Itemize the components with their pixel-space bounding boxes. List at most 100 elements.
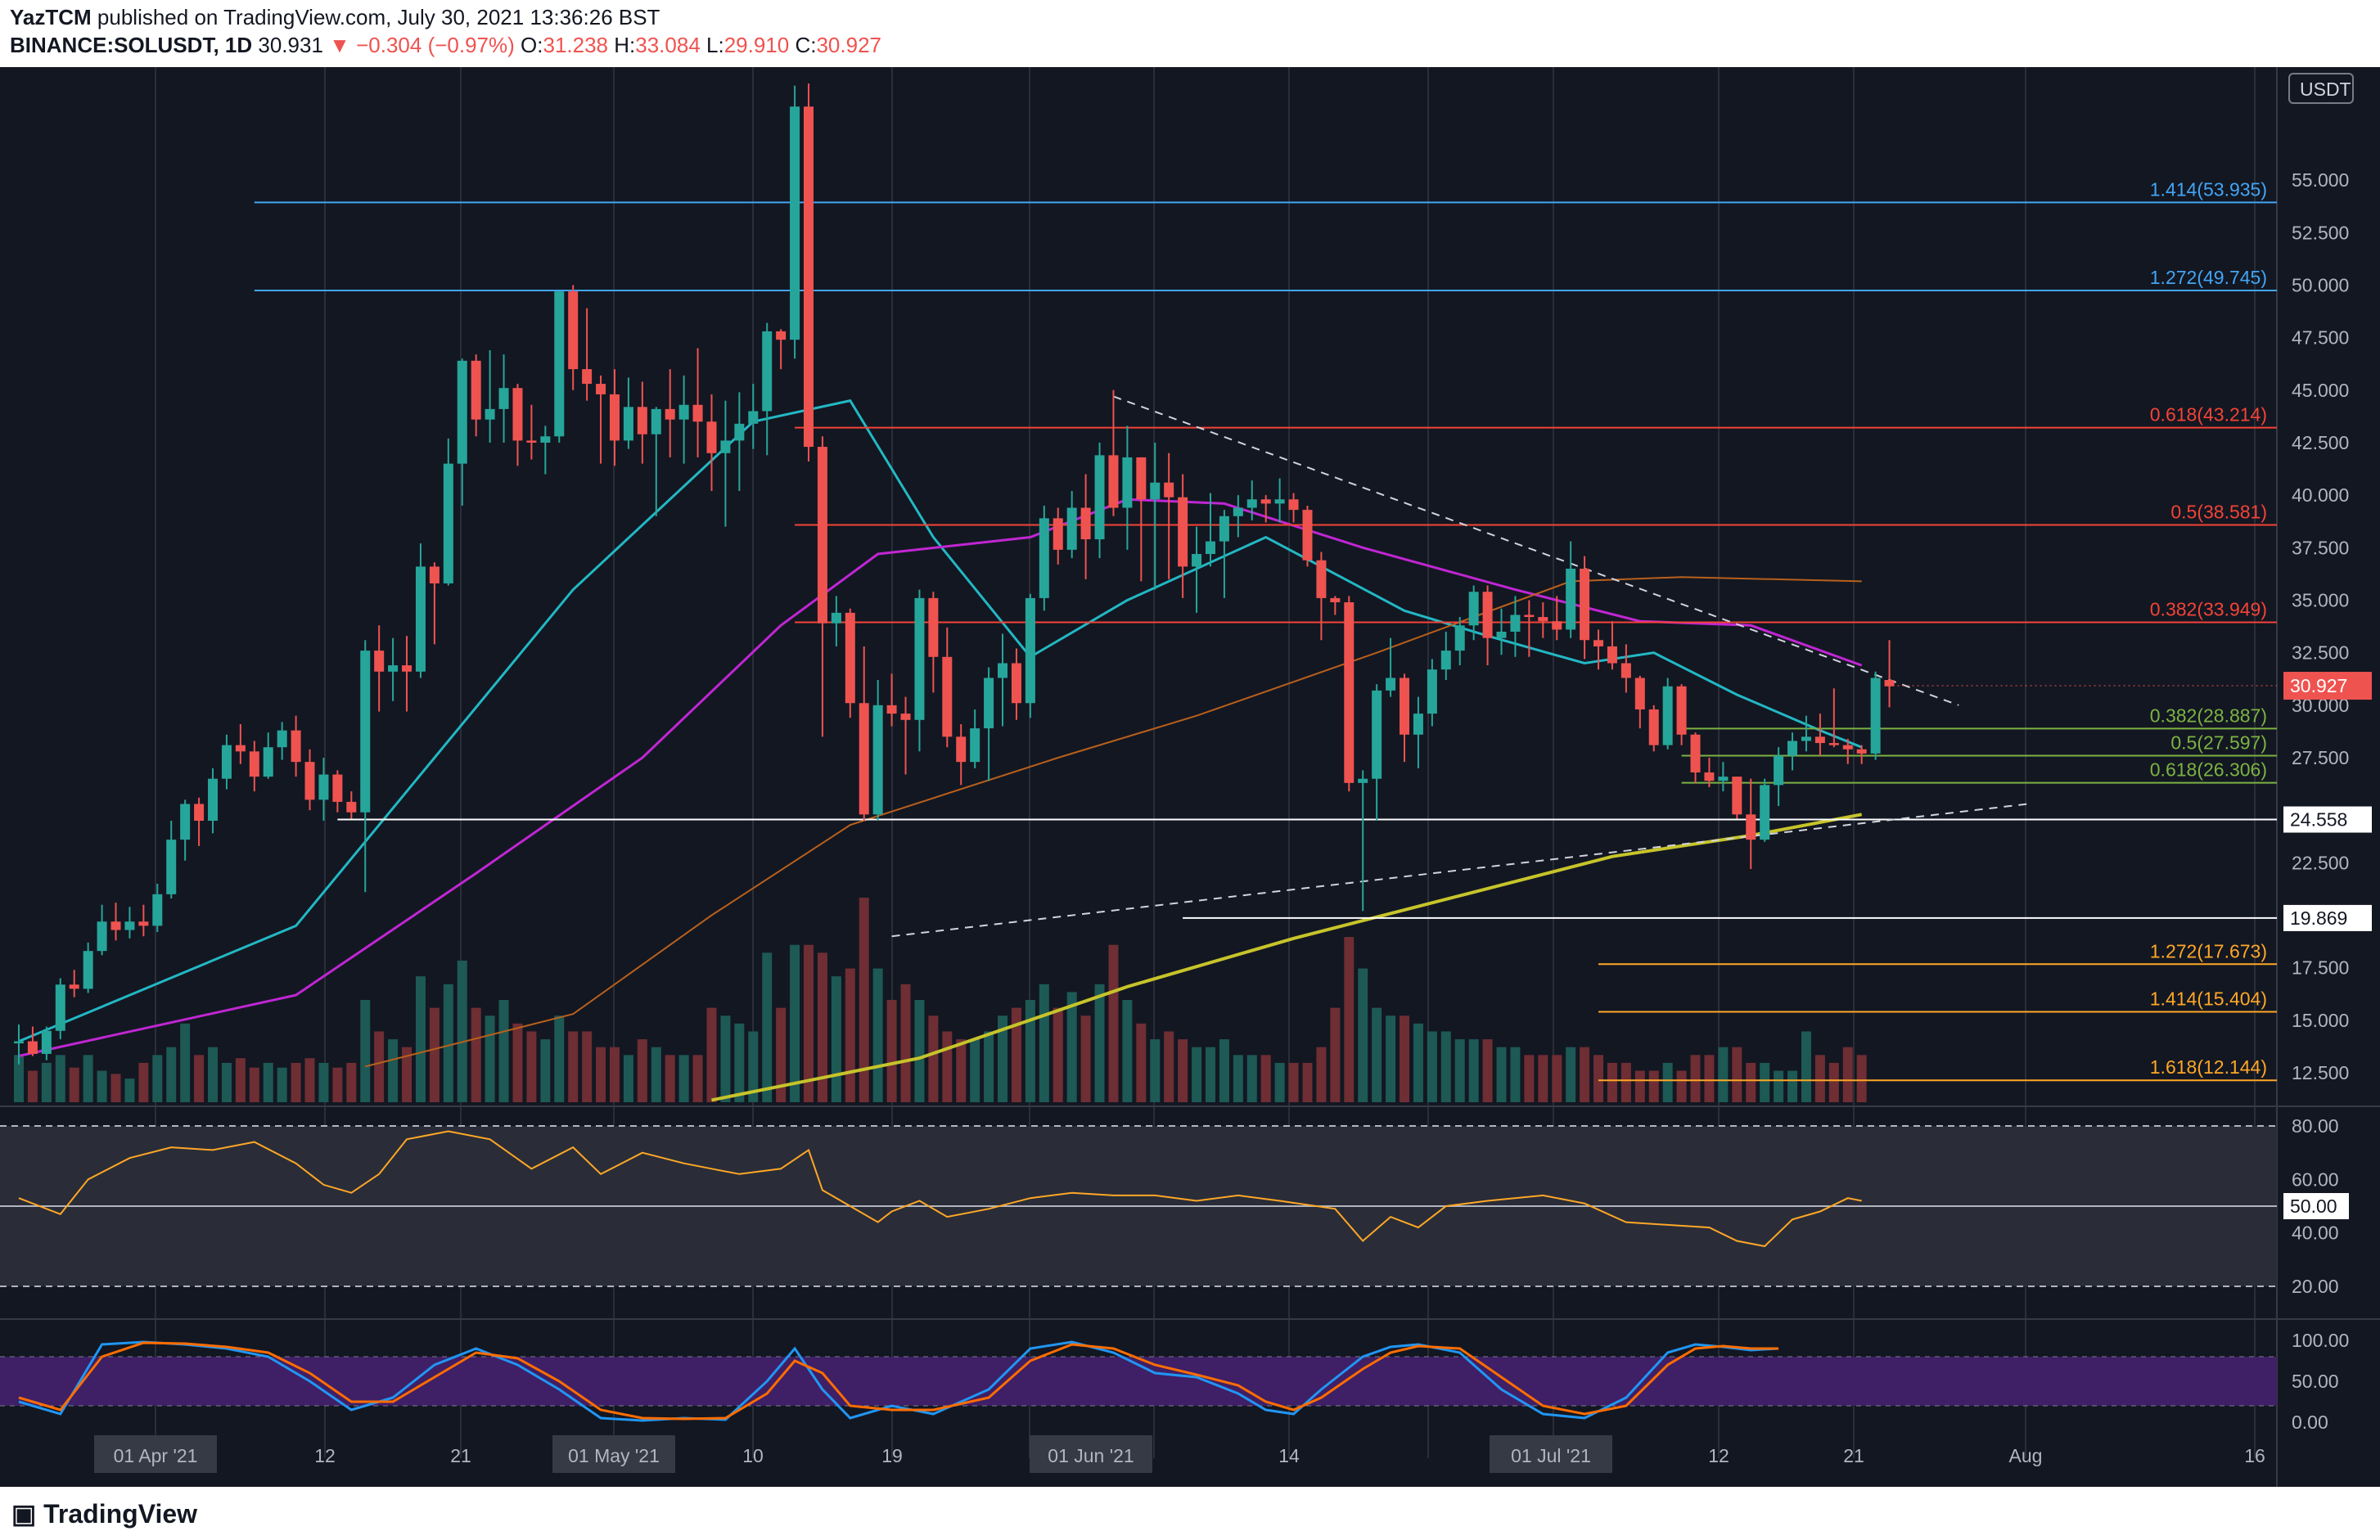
time-axis-tick: 14 — [1278, 1445, 1300, 1466]
fib-level-label: 0.618(26.306) — [2150, 759, 2267, 781]
low-value: 29.910 — [723, 33, 790, 57]
candle-body — [318, 774, 329, 800]
candle-body — [14, 1041, 24, 1044]
moving-average-line — [18, 498, 1863, 1057]
fib-level-label: 1.272(17.673) — [2150, 940, 2267, 961]
author-name[interactable]: YazTCM — [10, 5, 92, 29]
volume-bar — [304, 1058, 315, 1102]
candle-body — [1192, 554, 1202, 567]
volume-bar — [194, 1055, 205, 1102]
candle-body — [1066, 507, 1077, 550]
candle-body — [872, 705, 883, 815]
candle-body — [1482, 592, 1493, 638]
volume-bar — [110, 1074, 121, 1102]
candle-body — [1150, 482, 1161, 500]
time-axis-month-badge — [94, 1435, 217, 1473]
candle-body — [984, 678, 994, 729]
candle-body — [692, 404, 703, 422]
chart-canvas[interactable]: 1.414(53.935) 1.272(49.745) 0.618(43.214) 0… — [0, 67, 2380, 1487]
candle-body — [1842, 745, 1853, 750]
candle-body — [346, 801, 357, 813]
candle-body — [415, 566, 426, 672]
volume-bar — [678, 1055, 689, 1102]
symbol-title[interactable]: BINANCE:SOLUSDT, 1D — [10, 33, 253, 57]
volume-bars — [14, 898, 1867, 1102]
stoch-axis-tick: 100.00 — [2292, 1330, 2349, 1351]
candle-body — [665, 408, 675, 420]
price-axis: 55.000 52.500 50.000 47.500 45.000 42.500 40.0… — [2292, 169, 2349, 1083]
candle-body — [1302, 510, 1313, 561]
candle-body — [1566, 568, 1576, 630]
volume-bar — [1427, 1031, 1437, 1102]
support-level-tag-label: 24.558 — [2290, 809, 2347, 831]
candle-body — [152, 894, 163, 926]
open-label: O: — [521, 33, 543, 57]
fib-level-label: 1.272(49.745) — [2150, 267, 2267, 288]
volume-bar — [776, 1007, 787, 1102]
volume-bar — [1814, 1055, 1825, 1102]
volume-bar — [498, 1000, 509, 1102]
volume-bar — [914, 1000, 925, 1102]
volume-bar — [415, 976, 426, 1102]
volume-bar — [388, 1039, 399, 1102]
price-axis-tick: 52.500 — [2292, 222, 2349, 243]
candle-body — [1316, 560, 1327, 598]
candle-body — [1828, 743, 1839, 745]
volume-bar — [1386, 1015, 1396, 1102]
candle-body — [263, 747, 273, 777]
price-axis-tick: 42.500 — [2292, 432, 2349, 453]
candle-body — [1454, 625, 1465, 651]
tradingview-logo[interactable]: ▣ TradingView — [11, 1498, 197, 1529]
volume-bar — [706, 1007, 717, 1102]
volume-bar — [1246, 1055, 1257, 1102]
volume-bar — [41, 1062, 52, 1102]
candle-body — [457, 360, 467, 464]
candle-body — [1039, 518, 1049, 598]
candle-body — [720, 440, 731, 453]
chart-area[interactable]: 1.414(53.935) 1.272(49.745) 0.618(43.214) 0… — [0, 67, 2380, 1487]
candle-body — [485, 408, 495, 420]
candle-body — [1524, 615, 1535, 618]
volume-bar — [1856, 1055, 1867, 1102]
candle-body — [1856, 749, 1867, 754]
price-axis-tick: 50.000 — [2292, 274, 2349, 295]
volume-bar — [1108, 944, 1119, 1102]
candle-body — [1801, 736, 1811, 741]
volume-bar — [1787, 1070, 1798, 1102]
volume-bar — [291, 1062, 301, 1102]
candle-body — [69, 984, 79, 989]
volume-bar — [762, 952, 773, 1102]
close-value: 30.927 — [816, 33, 881, 57]
candle-body — [1344, 602, 1355, 783]
support-level-tag — [2283, 904, 2372, 931]
candle-body — [762, 331, 773, 412]
volume-bar — [402, 1047, 412, 1102]
candle-body — [41, 1030, 52, 1054]
volume-bar — [263, 1062, 273, 1102]
volume-bar — [457, 960, 467, 1102]
volume-bar — [1634, 1070, 1645, 1102]
volume-bar — [1510, 1047, 1521, 1102]
volume-bar — [69, 1067, 79, 1102]
volume-bar — [609, 1047, 620, 1102]
volume-bar — [429, 1007, 439, 1102]
volume-bar — [14, 1055, 24, 1102]
volume-bar — [970, 1039, 980, 1102]
volume-bar — [1524, 1055, 1535, 1102]
candle-body — [1552, 621, 1562, 630]
volume-bar — [55, 1055, 65, 1102]
volume-bar — [208, 1047, 219, 1102]
volume-bar — [1760, 1062, 1770, 1102]
volume-bar — [138, 1062, 149, 1102]
volume-bar — [1122, 1000, 1133, 1102]
last-price: 30.931 — [258, 33, 323, 57]
candle-body — [1676, 686, 1687, 735]
candle-body — [886, 705, 897, 714]
candle-body — [1704, 772, 1715, 781]
volume-bar — [1330, 1007, 1341, 1102]
price-axis-tick: 55.000 — [2292, 169, 2349, 191]
volume-bar — [1274, 1062, 1285, 1102]
candle-body — [1053, 518, 1063, 550]
volume-bar — [1164, 1031, 1174, 1102]
volume-bar — [526, 1031, 537, 1102]
